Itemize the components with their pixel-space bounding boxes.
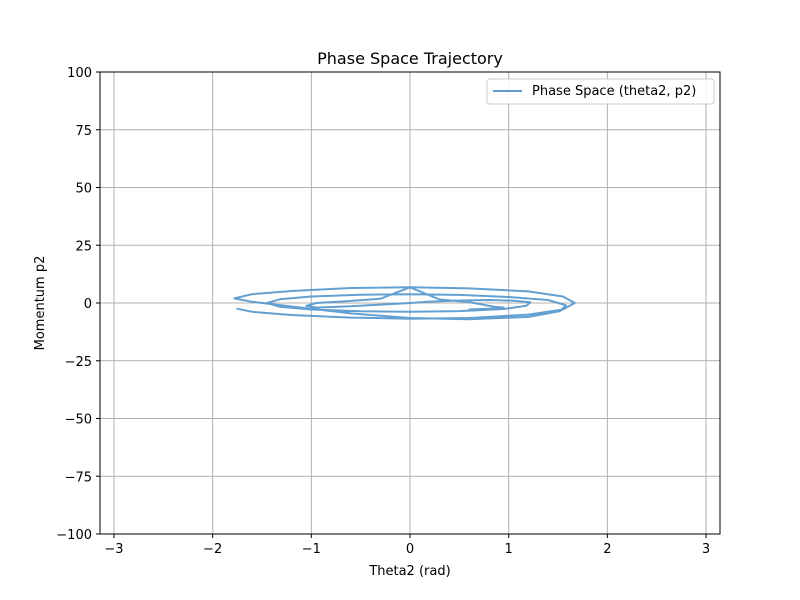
x-tick-label: 0: [406, 542, 414, 557]
x-tick-label: −2: [203, 542, 222, 557]
y-tick-label: 50: [75, 182, 92, 197]
y-tick-label: −25: [65, 355, 92, 370]
series-layer: [233, 286, 576, 321]
legend-label: Phase Space (theta2, p2): [532, 84, 696, 99]
chart-title: Phase Space Trajectory: [317, 49, 503, 68]
x-tick-label: −1: [302, 542, 321, 557]
y-tick-label: −50: [65, 413, 92, 428]
x-tick-label: 1: [505, 542, 513, 557]
x-tick-label: −3: [104, 542, 123, 557]
y-tick-label: 0: [84, 297, 92, 312]
x-axis-label: Theta2 (rad): [368, 564, 450, 579]
y-tick-label: −100: [56, 528, 92, 543]
y-axis-label: Momentum p2: [33, 256, 48, 351]
series-line: [233, 286, 576, 321]
x-tick-label: 3: [702, 542, 710, 557]
x-tick-label: 2: [603, 542, 611, 557]
legend-box: [486, 78, 715, 105]
legend: Phase Space (theta2, p2): [486, 78, 715, 105]
y-tick-label: 25: [75, 239, 92, 254]
y-tick-label: 75: [75, 124, 92, 139]
tick-layer: −3 −2 −1 0 1 2 3 −100 −75 −50 −25 0 25 50 75 100: [56, 66, 710, 557]
y-tick-label: −75: [65, 470, 92, 485]
y-tick-label: 100: [67, 66, 92, 81]
